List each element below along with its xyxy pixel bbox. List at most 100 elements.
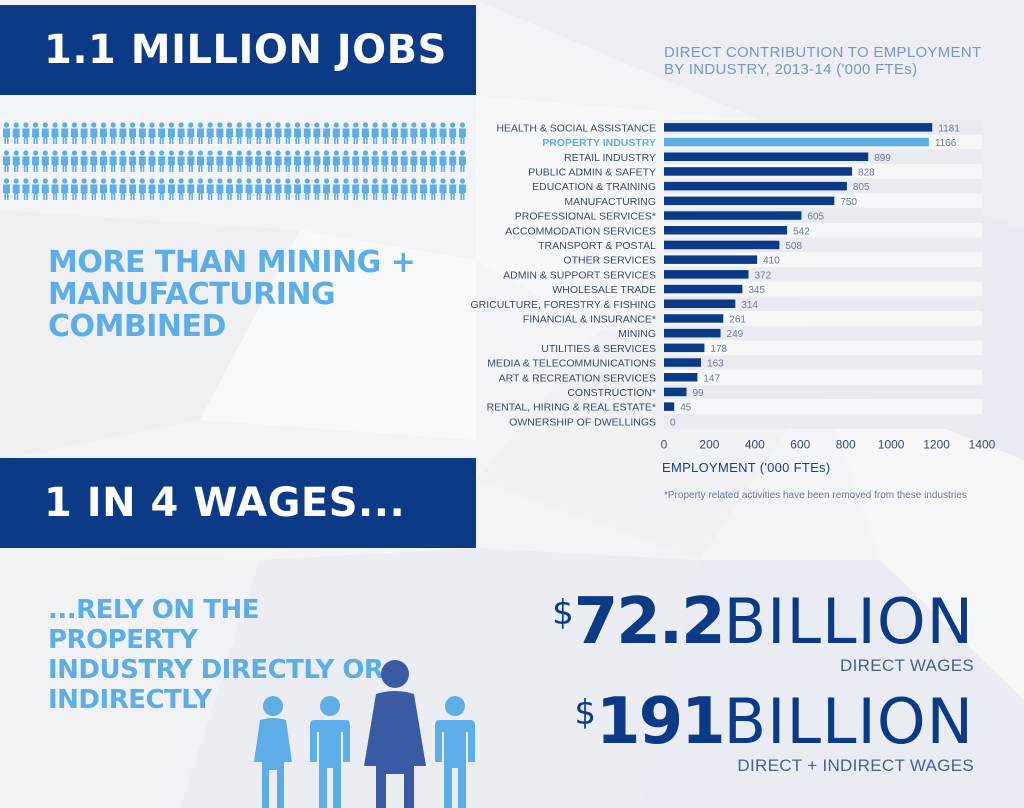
person-icon xyxy=(41,122,49,144)
person-icon xyxy=(420,150,428,172)
person-icon xyxy=(61,122,69,144)
row-band xyxy=(664,325,982,341)
data-label: 899 xyxy=(874,153,891,164)
person-icon xyxy=(435,696,475,808)
person-icon xyxy=(332,150,340,172)
direct-wages-label: DIRECT WAGES xyxy=(840,656,974,675)
person-icon xyxy=(148,178,156,200)
bar xyxy=(664,284,743,294)
person-icon xyxy=(323,122,331,144)
total-wages-value: 191 xyxy=(596,685,726,759)
bar xyxy=(664,181,847,191)
person-icon xyxy=(410,122,418,144)
rely-callout-line-1: ...RELY ON THE PROPERTY xyxy=(48,595,259,655)
person-icon xyxy=(22,150,30,172)
bar xyxy=(664,137,929,147)
data-label: 261 xyxy=(729,314,746,325)
person-icon xyxy=(420,178,428,200)
person-icon xyxy=(245,178,253,200)
person-icon xyxy=(138,122,146,144)
person-icon xyxy=(245,122,253,144)
person-icon xyxy=(167,178,175,200)
person-icon xyxy=(364,660,426,808)
person-icon xyxy=(167,122,175,144)
chart-title-line-1: DIRECT CONTRIBUTION TO EMPLOYMENT xyxy=(664,44,982,61)
mining-callout-line-3: COMBINED xyxy=(48,309,226,344)
person-icon xyxy=(391,178,398,200)
bar xyxy=(664,240,780,250)
total-wages-stat: $191BILLION DIRECT + INDIRECT WAGES xyxy=(574,690,974,776)
data-label: 45 xyxy=(680,403,692,414)
person-icon xyxy=(158,150,166,172)
person-icon xyxy=(410,150,418,172)
person-icon xyxy=(458,150,466,172)
person-icon xyxy=(119,122,127,144)
x-tick-label: 600 xyxy=(790,438,810,452)
category-label: UTILITIES & SERVICES xyxy=(541,343,656,355)
x-tick-label: 200 xyxy=(699,438,719,452)
person-icon xyxy=(100,178,107,200)
person-icon xyxy=(32,122,40,144)
person-icon xyxy=(226,178,234,200)
person-icon xyxy=(32,178,40,200)
person-icon xyxy=(158,178,166,200)
row-band xyxy=(664,355,982,370)
direct-wages-value: 72.2 xyxy=(573,585,726,659)
person-icon xyxy=(197,178,204,200)
person-icon xyxy=(61,178,69,200)
jobs-banner: 1.1 MILLION JOBS xyxy=(0,5,476,95)
direct-wages-currency: $ xyxy=(552,593,574,633)
person-icon xyxy=(70,178,78,200)
category-label: OWNERSHIP OF DWELLINGS xyxy=(509,416,656,428)
person-icon xyxy=(206,122,214,144)
bar xyxy=(664,211,802,220)
person-icon xyxy=(361,150,369,172)
person-icon xyxy=(381,122,389,144)
direct-wages-amount: $72.2BILLION xyxy=(552,590,974,654)
bar xyxy=(664,226,788,235)
person-icon xyxy=(381,178,389,200)
bar xyxy=(664,299,736,308)
person-icon xyxy=(177,150,185,172)
person-icon xyxy=(177,178,185,200)
person-icon xyxy=(400,150,408,172)
person-icon xyxy=(216,178,224,200)
data-label: 828 xyxy=(858,167,875,178)
chart-title: DIRECT CONTRIBUTION TO EMPLOYMENT BY IND… xyxy=(664,44,981,78)
person-icon xyxy=(361,122,369,144)
bar xyxy=(664,343,705,353)
data-label: 99 xyxy=(692,388,704,399)
person-icon xyxy=(303,178,311,200)
person-icon xyxy=(22,178,30,200)
person-icon xyxy=(90,122,98,144)
person-icon xyxy=(294,150,301,172)
row-band xyxy=(664,281,982,297)
person-icon xyxy=(439,122,447,144)
x-tick-label: 0 xyxy=(661,438,668,452)
person-icon xyxy=(41,150,49,172)
person-icon xyxy=(22,122,30,144)
person-icon xyxy=(342,178,350,200)
category-label: PUBLIC ADMIN & SAFETY xyxy=(528,166,656,178)
person-icon xyxy=(187,178,195,200)
x-tick-label: 1000 xyxy=(878,438,905,452)
rely-callout-line-3: INDIRECTLY xyxy=(48,685,212,715)
person-icon xyxy=(119,178,127,200)
person-icon xyxy=(332,178,340,200)
person-icon xyxy=(3,122,10,144)
person-icon xyxy=(41,178,49,200)
person-icon xyxy=(216,122,224,144)
bar xyxy=(664,123,933,132)
category-label: FINANCIAL & INSURANCE* xyxy=(523,313,656,325)
bar xyxy=(664,358,702,367)
data-label: 0 xyxy=(670,417,676,428)
person-icon xyxy=(458,178,466,200)
person-icon xyxy=(391,122,398,144)
person-icon xyxy=(410,178,418,200)
person-icon xyxy=(100,122,107,144)
data-label: 1166 xyxy=(935,138,957,149)
person-icon xyxy=(90,178,98,200)
rely-callout: ...RELY ON THE PROPERTY INDUSTRY DIRECTL… xyxy=(48,595,408,715)
person-icon xyxy=(167,150,175,172)
person-icon xyxy=(61,150,69,172)
